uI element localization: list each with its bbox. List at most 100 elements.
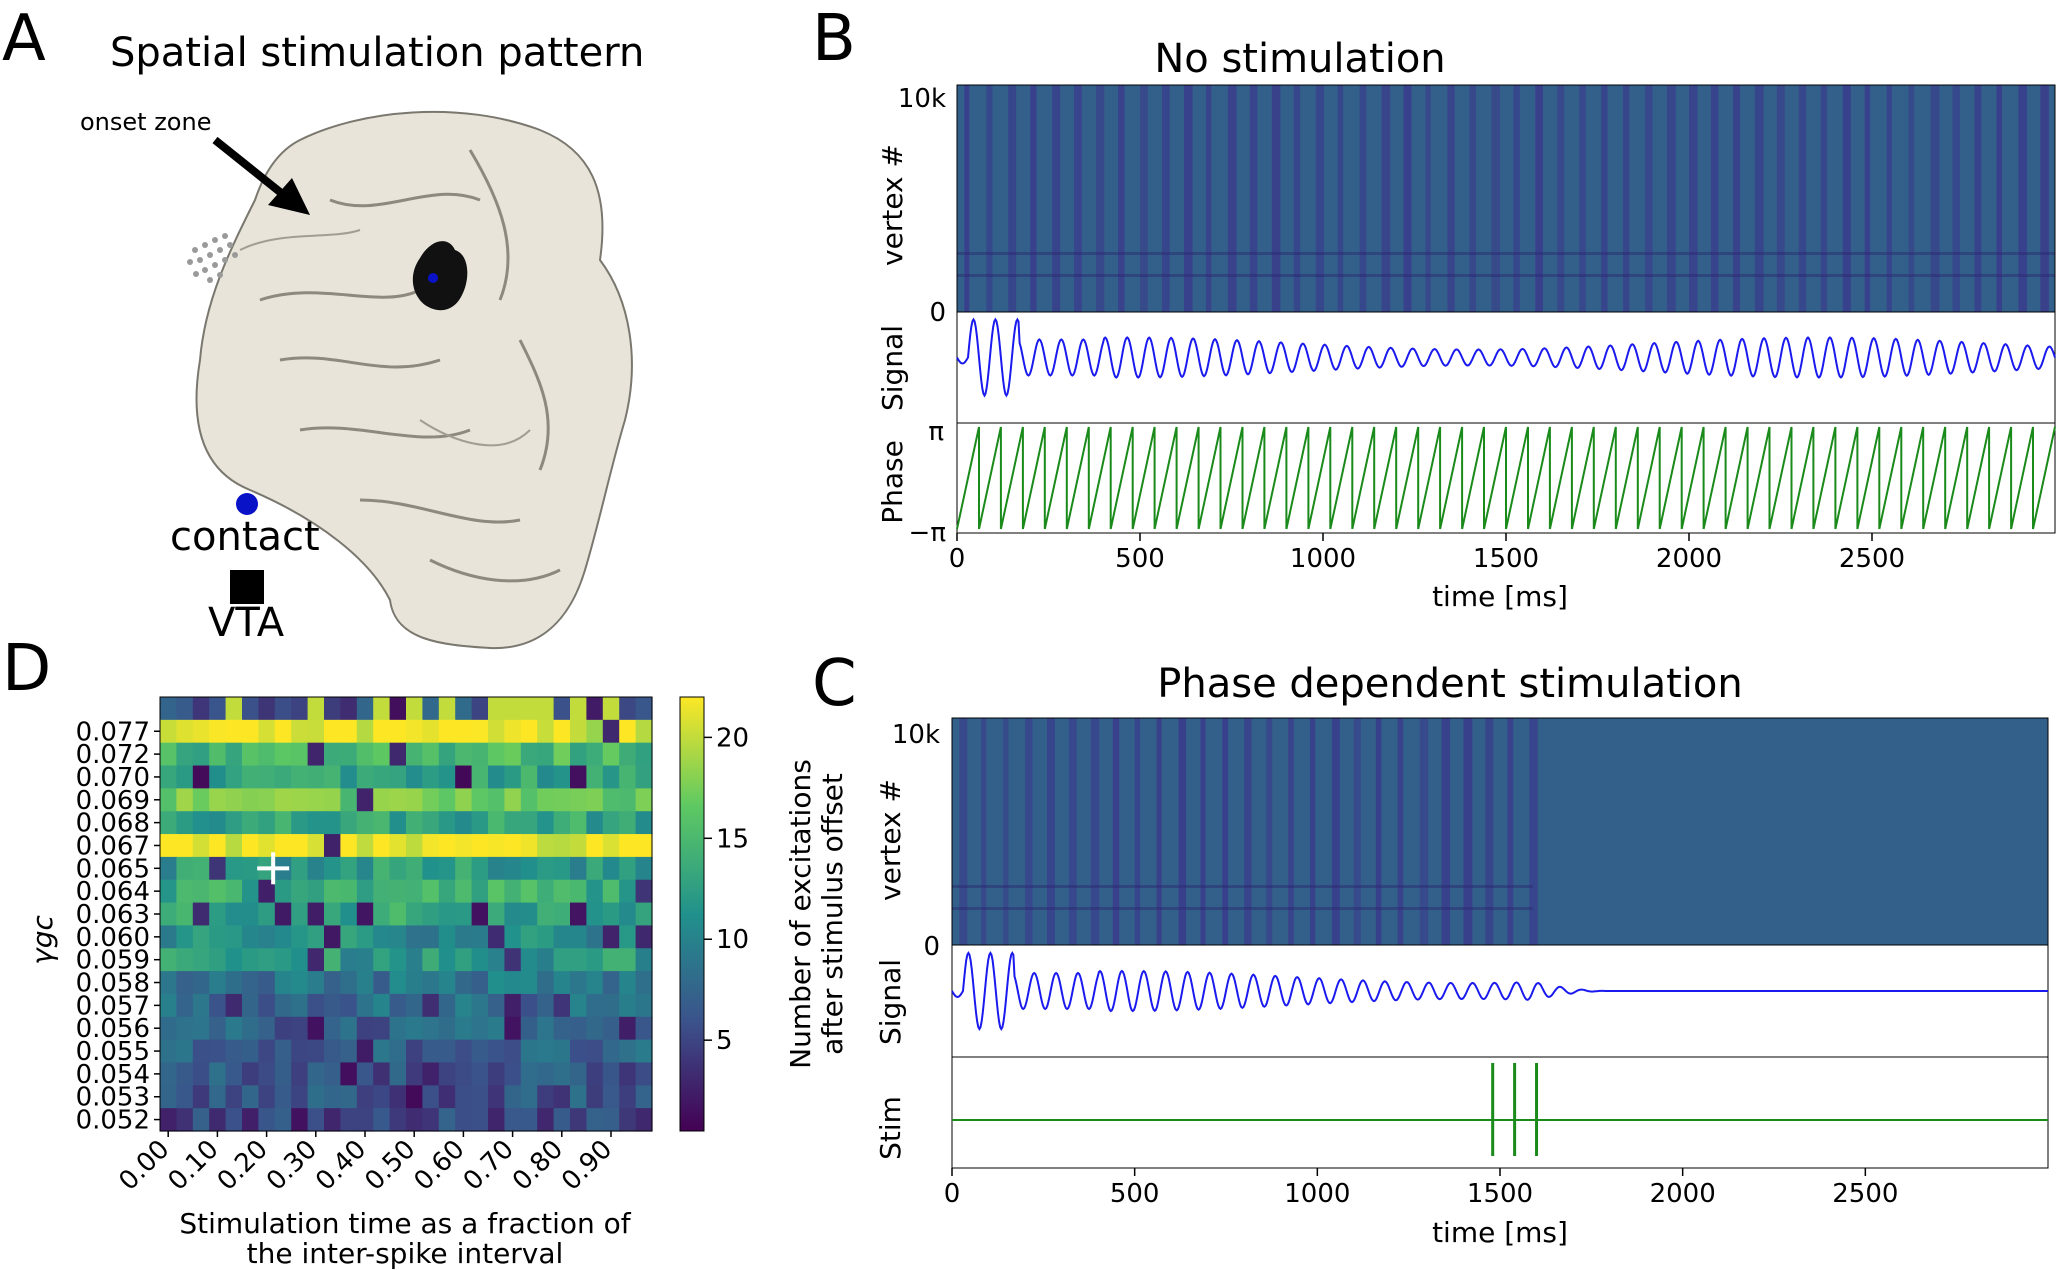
heatmap-cell	[553, 742, 571, 767]
heatmap-cell	[635, 993, 653, 1018]
heatmap-stripe	[1491, 85, 1500, 312]
heatmap-cell	[553, 1016, 571, 1041]
heatmap-cell	[356, 742, 374, 767]
heatmap-cell	[602, 1039, 620, 1064]
y-tick-label: 0.056	[76, 1014, 150, 1044]
heatmap-cell	[209, 1108, 227, 1132]
heatmap-stripe	[959, 718, 968, 945]
heatmap-cell	[291, 765, 309, 789]
heatmap-cell	[340, 879, 358, 904]
heatmap-cell	[553, 788, 571, 812]
heatmap-cell	[356, 719, 374, 744]
heatmap-cell	[176, 1016, 194, 1041]
heatmap-cell	[192, 993, 210, 1018]
heatmap-stripe	[1507, 718, 1514, 945]
heatmap-cell	[356, 834, 374, 858]
heatmap-cell	[537, 1039, 555, 1064]
heatmap-cell	[438, 765, 456, 789]
c-vertex-heatmap	[951, 717, 2049, 946]
heatmap-cell	[324, 742, 341, 767]
heatmap-cell	[225, 1085, 243, 1109]
heatmap-cell	[340, 948, 358, 972]
vta-marker	[230, 570, 264, 604]
heatmap-cell	[160, 1085, 177, 1109]
heatmap-cell	[586, 1062, 604, 1086]
heatmap-cell	[602, 925, 620, 949]
heatmap-cell	[438, 788, 456, 812]
heatmap-cell	[455, 719, 473, 744]
heatmap-cell	[406, 697, 423, 721]
heatmap-cell	[307, 925, 325, 949]
heatmap-cell	[192, 811, 210, 835]
y-tick-label: 0.072	[76, 740, 150, 770]
heatmap-stripe	[1425, 85, 1431, 312]
heatmap-cell	[373, 697, 391, 721]
heatmap-cell	[192, 856, 210, 881]
heatmap-cell	[192, 1062, 210, 1086]
b-heat-tick-bottom: 0	[929, 298, 946, 328]
x-tick-label: 2500	[1839, 544, 1905, 574]
heatmap-cell	[340, 1039, 358, 1064]
heatmap-cell	[291, 1085, 309, 1109]
heatmap-cell	[520, 765, 538, 789]
heatmap-cell	[537, 697, 555, 721]
heatmap-cell	[324, 788, 341, 812]
heatmap-stripe	[1974, 85, 1982, 312]
heatmap-cell	[176, 856, 194, 881]
heatmap-cell	[553, 902, 571, 927]
heatmap-cell	[406, 948, 423, 972]
heatmap-stripe	[1025, 718, 1033, 945]
y-tick-label: 0.069	[76, 786, 150, 816]
heatmap-cell	[258, 902, 276, 927]
heatmap-cell	[455, 856, 473, 881]
heatmap-cell	[356, 993, 374, 1018]
heatmap-cell	[340, 1085, 358, 1109]
heatmap-cell	[176, 834, 194, 858]
heatmap-cell	[307, 1039, 325, 1064]
heatmap-cell	[209, 856, 227, 881]
heatmap-cell	[291, 1108, 309, 1132]
heatmap-cell	[488, 948, 505, 972]
heatmap-cell	[504, 765, 522, 789]
heatmap-cell	[192, 879, 210, 904]
heatmap-cell	[209, 948, 227, 972]
heatmap-cell	[225, 879, 243, 904]
heatmap-cell	[570, 1039, 587, 1064]
heatmap-cell	[389, 834, 407, 858]
heatmap-cell	[192, 834, 210, 858]
heatmap-cell	[209, 788, 227, 812]
heatmap-cell	[307, 697, 325, 721]
heatmap-cell	[258, 788, 276, 812]
heatmap-cell	[471, 993, 489, 1018]
heatmap-cell	[602, 971, 620, 995]
heatmap-cell	[373, 971, 391, 995]
heatmap-cell	[570, 948, 587, 972]
heatmap-cell	[291, 719, 309, 744]
heatmap-cell	[242, 742, 259, 767]
heatmap-cell	[340, 1016, 358, 1041]
heatmap-cell	[389, 856, 407, 881]
heatmap-cell	[258, 1085, 276, 1109]
heatmap-cell	[504, 1039, 522, 1064]
heatmap-cell	[192, 719, 210, 744]
brain-surface	[187, 110, 633, 650]
heatmap-cell	[619, 1039, 637, 1064]
d-heatmap	[159, 696, 653, 1132]
heatmap-cell	[356, 1085, 374, 1109]
heatmap-cell	[406, 1108, 423, 1132]
heatmap-cell	[258, 765, 276, 789]
heatmap-cell	[242, 902, 259, 927]
heatmap-cell	[602, 1016, 620, 1041]
heatmap-cell	[471, 925, 489, 949]
heatmap-cell	[586, 993, 604, 1018]
heatmap-cell	[602, 697, 620, 721]
heatmap-cell	[373, 993, 391, 1018]
heatmap-cell	[389, 902, 407, 927]
x-tick-label: 1000	[1290, 544, 1356, 574]
heatmap-cell	[635, 856, 653, 881]
heatmap-cell	[455, 1039, 473, 1064]
y-tick-label: 0.060	[76, 923, 150, 953]
heatmap-cell	[619, 697, 637, 721]
heatmap-cell	[570, 697, 587, 721]
heatmap-cell	[242, 811, 259, 835]
